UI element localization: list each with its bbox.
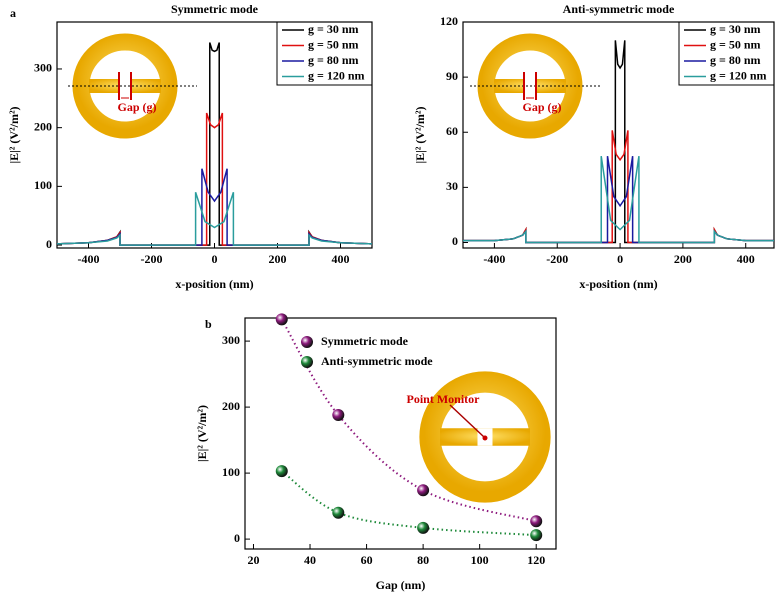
series-line bbox=[57, 192, 372, 246]
x-tick-label: -400 bbox=[78, 252, 100, 266]
y-tick-label: 120 bbox=[440, 14, 458, 28]
data-point bbox=[530, 515, 543, 528]
legend-label: g = 80 nm bbox=[308, 53, 359, 67]
x-tick-label: -200 bbox=[141, 252, 163, 266]
y-axis-label: |E|² (V²/m²) bbox=[413, 106, 427, 163]
inset-ring bbox=[470, 42, 600, 130]
inset-ring bbox=[430, 382, 540, 492]
annotation: Point Monitor bbox=[407, 392, 481, 406]
x-tick-label: 200 bbox=[674, 252, 692, 266]
data-point bbox=[530, 529, 543, 542]
x-tick-label: 400 bbox=[332, 252, 350, 266]
data-point bbox=[275, 313, 288, 326]
y-axis-label: |E|² (V²/m²) bbox=[7, 106, 21, 163]
x-tick-label: -400 bbox=[483, 252, 505, 266]
y-tick-label: 300 bbox=[34, 61, 52, 75]
plot-frame bbox=[244, 317, 557, 550]
x-tick-label: 40 bbox=[304, 553, 316, 567]
legend-label: g = 30 nm bbox=[710, 22, 761, 36]
series-line bbox=[463, 130, 774, 244]
data-point bbox=[417, 521, 430, 534]
x-tick-label: 80 bbox=[417, 553, 429, 567]
legend-label: g = 50 nm bbox=[308, 37, 359, 51]
y-tick-label: 300 bbox=[222, 333, 240, 347]
data-point bbox=[275, 465, 288, 478]
legend-frame bbox=[678, 21, 775, 86]
x-tick-label: 400 bbox=[737, 252, 755, 266]
y-tick-label: 0 bbox=[452, 234, 458, 248]
panel-label: b bbox=[205, 317, 212, 331]
x-tick-label: 0 bbox=[212, 252, 218, 266]
legend-label: g = 120 nm bbox=[308, 68, 365, 82]
legend-frame bbox=[276, 21, 373, 86]
y-tick-label: 100 bbox=[34, 178, 52, 192]
inset-ring bbox=[68, 42, 197, 130]
y-tick-label: 30 bbox=[446, 179, 458, 193]
x-tick-label: 20 bbox=[247, 553, 259, 567]
plot-frame bbox=[462, 21, 775, 249]
x-tick-label: 200 bbox=[269, 252, 287, 266]
annotation: Gap (g) bbox=[118, 100, 157, 114]
x-tick-label: -200 bbox=[546, 252, 568, 266]
data-point bbox=[417, 484, 430, 497]
chart-title: Anti-symmetric mode bbox=[563, 2, 675, 16]
x-tick-label: 120 bbox=[527, 553, 545, 567]
y-tick-label: 200 bbox=[34, 119, 52, 133]
x-tick-label: 60 bbox=[361, 553, 373, 567]
x-tick-label: 0 bbox=[617, 252, 623, 266]
x-axis-label: Gap (nm) bbox=[376, 578, 426, 592]
legend-label: Symmetric mode bbox=[321, 334, 409, 348]
x-axis-label: x-position (nm) bbox=[175, 277, 253, 291]
legend-label: g = 120 nm bbox=[710, 68, 767, 82]
x-tick-label: 100 bbox=[471, 553, 489, 567]
legend-label: g = 80 nm bbox=[710, 53, 761, 67]
legend-marker bbox=[301, 356, 313, 368]
panel-label: a bbox=[10, 6, 16, 20]
annotation: Gap (g) bbox=[523, 100, 562, 114]
y-tick-label: 90 bbox=[446, 69, 458, 83]
y-tick-label: 0 bbox=[46, 237, 52, 251]
series-line bbox=[463, 156, 774, 244]
y-tick-label: 200 bbox=[222, 399, 240, 413]
legend-label: Anti-symmetric mode bbox=[321, 354, 433, 368]
y-tick-label: 100 bbox=[222, 465, 240, 479]
legend-label: g = 30 nm bbox=[308, 22, 359, 36]
legend-marker bbox=[301, 336, 313, 348]
data-point bbox=[332, 409, 345, 422]
y-tick-label: 60 bbox=[446, 124, 458, 138]
series-line bbox=[57, 168, 372, 246]
y-axis-label: |E|² (V²/m²) bbox=[195, 405, 209, 462]
legend-label: g = 50 nm bbox=[710, 37, 761, 51]
data-point bbox=[332, 506, 345, 519]
y-tick-label: 0 bbox=[234, 531, 240, 545]
chart-title: Symmetric mode bbox=[171, 2, 259, 16]
x-axis-label: x-position (nm) bbox=[579, 277, 657, 291]
